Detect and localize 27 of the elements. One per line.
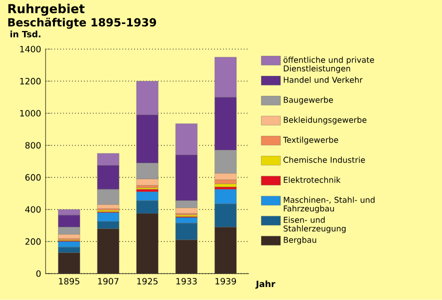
y-tick-label: 0	[36, 270, 41, 277]
y-tick-label: 600	[25, 174, 41, 181]
chart-title: Ruhrgebiet	[8, 4, 85, 16]
x-tick-label: 1939	[216, 278, 236, 285]
x-tick-label: 1925	[137, 278, 158, 285]
y-tick-label: 1000	[20, 110, 41, 117]
y-tick-label: 1200	[20, 78, 41, 84]
x-tick-label: 1907	[98, 278, 118, 285]
legend-label: Baugewerbe	[284, 96, 333, 104]
x-tick-label: 1895	[59, 278, 80, 285]
x-axis-title: Jahr	[255, 280, 276, 289]
legend-label: Eisen- und Stahlerzeugung	[284, 216, 346, 234]
legend-label: Maschinen-, Stahl- und Fahrzeugbau	[284, 196, 375, 214]
x-tick-label: 1933	[176, 278, 197, 285]
y-axis-title: in Tsd.	[10, 30, 40, 38]
y-tick-label: 800	[25, 142, 41, 149]
legend-label: Bergbau	[284, 236, 316, 244]
legend-label: öffentliche und private Dienstleistungen	[284, 56, 374, 74]
y-tick-label: 200	[25, 238, 41, 245]
legend-label: Bekleidungsgewerbe	[284, 116, 366, 124]
y-tick-label: 1400	[20, 46, 41, 52]
chart-subtitle: Beschäftigte 1895-1939	[8, 18, 156, 29]
legend-label: Elektrotechnik	[284, 176, 341, 183]
legend-label: Chemische Industrie	[284, 156, 365, 163]
y-tick-label: 400	[25, 206, 41, 213]
legend-label: Handel und Verkehr	[284, 76, 363, 83]
legend-label: Textilgewerbe	[283, 136, 338, 144]
